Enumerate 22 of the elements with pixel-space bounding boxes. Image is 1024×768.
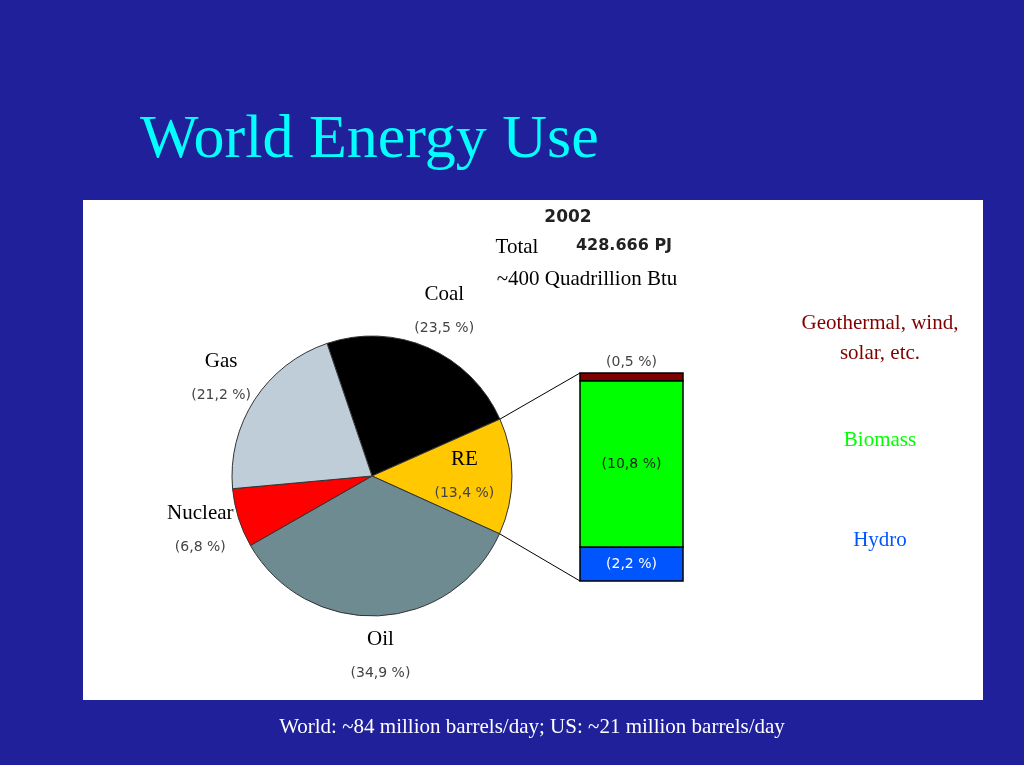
text: World: ~84 million barrels/day; US: ~21 million barrels/day	[279, 714, 786, 738]
slice-label: Oil	[367, 625, 395, 650]
data-label: (0,5 %)	[606, 353, 657, 369]
slice-label: RE	[450, 446, 478, 471]
chart-title: World Energy Use	[140, 102, 599, 170]
text: 428.666 PJ	[575, 235, 673, 254]
data-label: (6,8 %)	[174, 538, 226, 555]
data-label: (34,9 %)	[350, 663, 411, 680]
slice-label: Gas	[204, 347, 238, 372]
slice-label: Nuclear	[167, 500, 234, 525]
data-label: (23,5 %)	[414, 319, 475, 336]
data-label: (10,8 %)	[601, 454, 662, 471]
data-label: (21,2 %)	[191, 385, 252, 402]
data-label: (2,2 %)	[606, 555, 657, 572]
text: Total	[495, 234, 539, 258]
text: ~400 Quadrillion Btu	[496, 266, 678, 290]
text: 2002	[544, 206, 592, 226]
text: Hydro	[853, 527, 907, 552]
text: Geothermal, wind, solar, etc.	[801, 309, 959, 364]
data-label: (13,4 %)	[434, 484, 495, 501]
text: Biomass	[843, 426, 917, 451]
slice-label: Coal	[424, 281, 465, 306]
